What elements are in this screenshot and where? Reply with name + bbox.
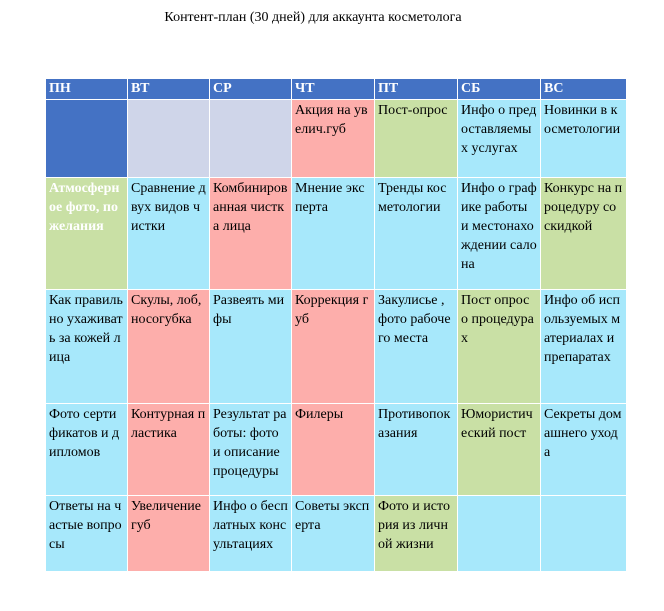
column-header: ЧТ [291, 78, 375, 100]
content-table: ПН ВТ СР ЧТ ПТ СБ ВС Акция на увелич.губ Пост-о… [45, 78, 627, 572]
cell: Акция на увелич.губ [291, 99, 375, 178]
title: Контент-план (30 дней) для аккаунта косм… [164, 10, 462, 25]
cell: Увеличение губ [127, 495, 210, 572]
cell: Комбинированная чистка лица [209, 177, 292, 290]
cell [209, 99, 292, 178]
cell: Советы эксперта [291, 495, 375, 572]
header-row: ПН ВТ СР ЧТ ПТ СБ ВС [45, 78, 627, 100]
cell [540, 495, 627, 572]
cell: Коррекция губ [291, 289, 375, 404]
cell: Ответы на частые вопросы [45, 495, 128, 572]
cell: Пост-опрос [374, 99, 458, 178]
cell: Скулы, лоб, носогубка [127, 289, 210, 404]
column-header: ВТ [127, 78, 210, 100]
cell: Инфо об используемых материалах и препар… [540, 289, 627, 404]
cell [45, 99, 128, 178]
cell: Атмосферное фото, пожелания [45, 177, 128, 290]
cell: Пост опрос о процедурах [457, 289, 541, 404]
cell: Юмористический пост [457, 403, 541, 496]
row: Как правильно ухаживать за кожей лица Ску… [45, 289, 627, 404]
cell: Новинки в косметологии [540, 99, 627, 178]
cell: Контурная пластика [127, 403, 210, 496]
cell: Инфо о предоставляемых услугах [457, 99, 541, 178]
column-header: СР [209, 78, 292, 100]
cell: Мнение эксперта [291, 177, 375, 290]
cell: Развеять мифы [209, 289, 292, 404]
cell: Фото сертификатов и дипломов [45, 403, 128, 496]
cell [127, 99, 210, 178]
cell: Как правильно ухаживать за кожей лица [45, 289, 128, 404]
cell: Тренды косметологии [374, 177, 458, 290]
cell: Фото и история из личной жизни [374, 495, 458, 572]
column-header: ПН [45, 78, 128, 100]
row: Атмосферное фото, пожелания Сравнение дву… [45, 177, 627, 290]
cell: Противопоказания [374, 403, 458, 496]
cell: Инфо о бесплатных консультациях [209, 495, 292, 572]
cell: Конкурс на процедуру со скидкой [540, 177, 627, 290]
column-header: СБ [457, 78, 541, 100]
column-header: ПТ [374, 78, 458, 100]
cell: Филеры [291, 403, 375, 496]
row: Фото сертификатов и дипломов Контурная пл… [45, 403, 627, 496]
column-header: ВС [540, 78, 627, 100]
row: Акция на увелич.губ Пост-опрос Инфо о пред… [45, 99, 627, 178]
cell: Закулисье , фото рабочего места [374, 289, 458, 404]
cell: Секреты домашнего ухода [540, 403, 627, 496]
row: Ответы на частые вопросы Увеличение губ Ин… [45, 495, 627, 572]
cell: Результат работы: фото и описание процед… [209, 403, 292, 496]
cell: Инфо о графике работы и местонахождении … [457, 177, 541, 290]
cell: Сравнение двух видов чистки [127, 177, 210, 290]
cell [457, 495, 541, 572]
